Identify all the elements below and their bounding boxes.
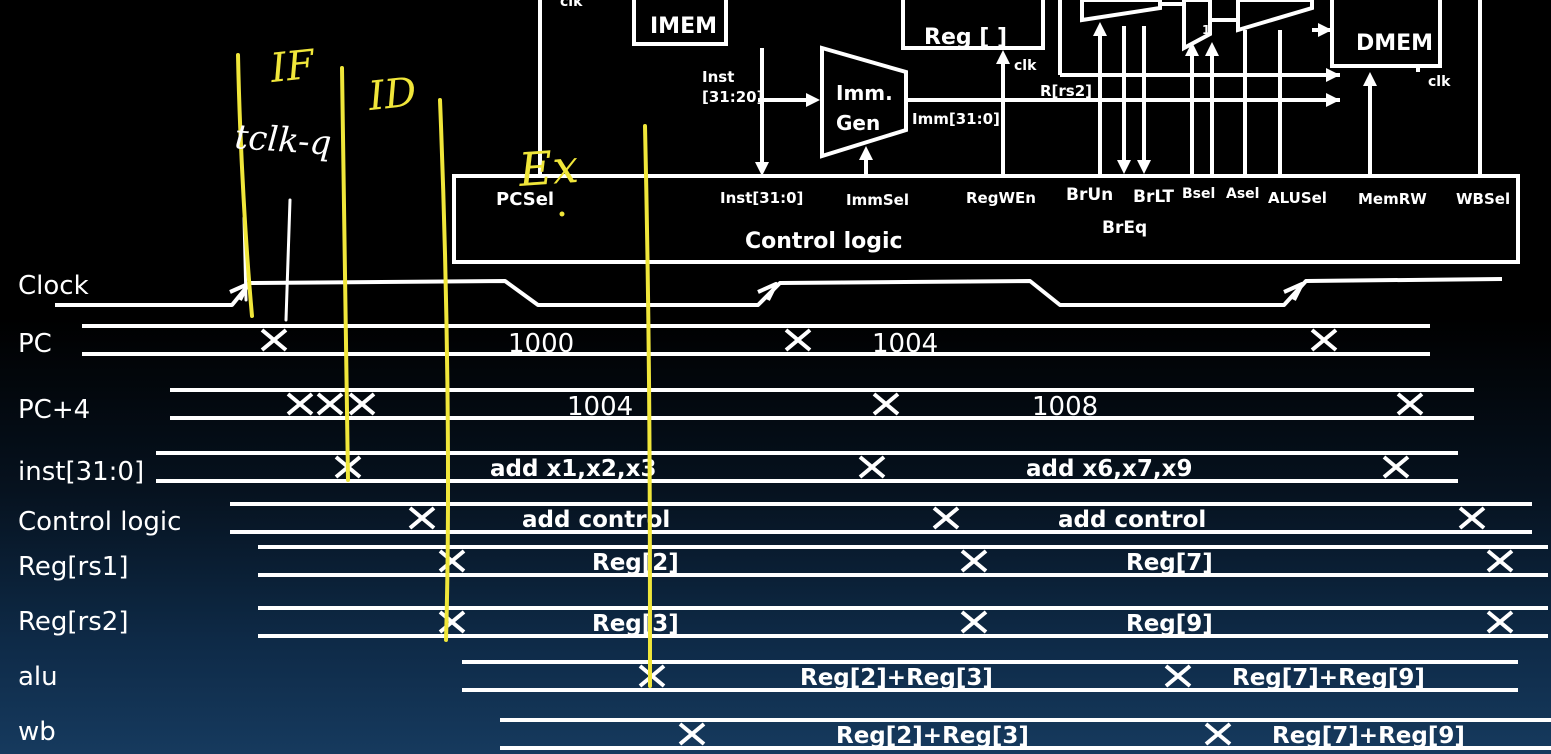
row-label-inst: inst[31:0] (18, 457, 144, 487)
transition-marker (1310, 328, 1338, 352)
bus-alu (462, 660, 1518, 692)
pc4-value-2: 1008 (1032, 392, 1098, 422)
control-logic-block (452, 174, 1520, 264)
inst-input-label-1: Inst (702, 68, 734, 86)
datapath-arrowheads (755, 22, 1377, 176)
pc-value-1: 1000 (508, 329, 574, 359)
clk-label-top: clk (560, 0, 583, 10)
imem-label: IMEM (650, 14, 717, 39)
reg-block (901, 0, 1045, 50)
control-logic-title: Control logic (745, 229, 903, 254)
signal-breq: BrEq (1102, 218, 1147, 238)
row-label-wb: wb (18, 717, 56, 747)
annotation-tclk-q: tclk-q (233, 117, 332, 164)
wb-value-1: Reg[2]+Reg[3] (836, 723, 1029, 749)
bus-control (230, 502, 1532, 534)
inst-value-2: add x6,x7,x9 (1026, 456, 1192, 482)
timing-row-labels: Clock PC PC+4 inst[31:0] Control logic R… (18, 271, 181, 747)
imm-output-label: Imm[31:0] (912, 110, 1000, 128)
signal-inst: Inst[31:0] (720, 189, 803, 207)
row-label-clock: Clock (18, 271, 89, 301)
dmem-clk-label: clk (1428, 74, 1451, 90)
row-label-control: Control logic (18, 507, 181, 537)
bus-rs1 (258, 545, 1548, 577)
signal-brlt: BrLT (1133, 187, 1174, 207)
dmem-label: DMEM (1356, 31, 1433, 56)
wb-value-2: Reg[7]+Reg[9] (1272, 723, 1465, 749)
alu-value-1: Reg[2]+Reg[3] (800, 665, 993, 691)
row-label-rs2: Reg[rs2] (18, 607, 128, 637)
phase-line-if (340, 66, 350, 482)
annotation-dot (559, 211, 565, 217)
rs1-value-1: Reg[2] (592, 550, 679, 576)
annotation-id: ID (365, 69, 418, 120)
bus-pc4 (170, 388, 1474, 420)
branch-comparator-shape (1080, 0, 1162, 23)
pc-value-2: 1004 (872, 329, 938, 359)
inst-value-1: add x1,x2,x3 (490, 456, 656, 482)
inst-input-label-2: [31:20] (702, 88, 763, 106)
signal-alusel: ALUSel (1268, 189, 1327, 207)
rs2-value-2: Reg[9] (1126, 611, 1213, 637)
reg-label: Reg [ ] (924, 25, 1007, 50)
signal-memrw: MemRW (1358, 190, 1427, 208)
rs2-value-1: Reg[3] (592, 611, 679, 637)
phase-line-ex (643, 124, 652, 688)
bus-rs2 (258, 606, 1548, 638)
signal-immsel: ImmSel (846, 191, 909, 209)
bus-values: 1000 1004 1004 1008 add x1,x2,x3 add x6,… (490, 329, 1465, 749)
phase-line-id (438, 98, 450, 642)
control-value-1: add control (522, 507, 670, 533)
rs2-wire-label: R[rs2] (1040, 82, 1092, 100)
datapath (452, 0, 1520, 264)
row-label-rs1: Reg[rs1] (18, 552, 128, 582)
alu-value-2: Reg[7]+Reg[9] (1232, 665, 1425, 691)
signal-pcsel: PCSel (496, 189, 554, 210)
transition-marker (784, 328, 812, 352)
mux-shape (1182, 0, 1212, 52)
phase-line-start (236, 53, 254, 318)
transition-marker (260, 328, 288, 352)
reg-clk-label: clk (1014, 58, 1037, 74)
pc4-value-1: 1004 (567, 392, 633, 422)
signal-asel: Asel (1226, 186, 1259, 202)
imm-gen-label-1: Imm. (836, 81, 893, 105)
alu-shape (1236, 0, 1314, 33)
clk-q-end-mark (284, 198, 292, 322)
annotation-ex: Ex (516, 139, 580, 197)
bus-inst (156, 451, 1458, 483)
control-value-2: add control (1058, 507, 1206, 533)
handwritten-annotations: IF ID Ex tclk-q (233, 42, 652, 688)
row-label-pc4: PC+4 (18, 395, 90, 425)
signal-bsel: Bsel (1182, 186, 1215, 202)
bus-wb (500, 718, 1551, 750)
signal-wbsel: WBSel (1456, 190, 1510, 208)
control-signals: PCSel Inst[31:0] ImmSel RegWEn BrUn BrLT… (496, 185, 1510, 238)
signal-brun: BrUn (1066, 185, 1113, 205)
row-label-pc: PC (18, 329, 52, 359)
rs1-value-2: Reg[7] (1126, 550, 1213, 576)
imm-gen-label-2: Gen (836, 111, 880, 135)
signal-regwen: RegWEn (966, 189, 1036, 207)
imm-gen-block (820, 45, 908, 159)
row-label-alu: alu (18, 662, 58, 692)
annotation-if: IF (267, 42, 317, 93)
imem-block (632, 0, 728, 46)
mux-one-label: 1 (1202, 23, 1210, 37)
bus-pc (82, 324, 1430, 356)
clock-waveform (55, 277, 1503, 307)
